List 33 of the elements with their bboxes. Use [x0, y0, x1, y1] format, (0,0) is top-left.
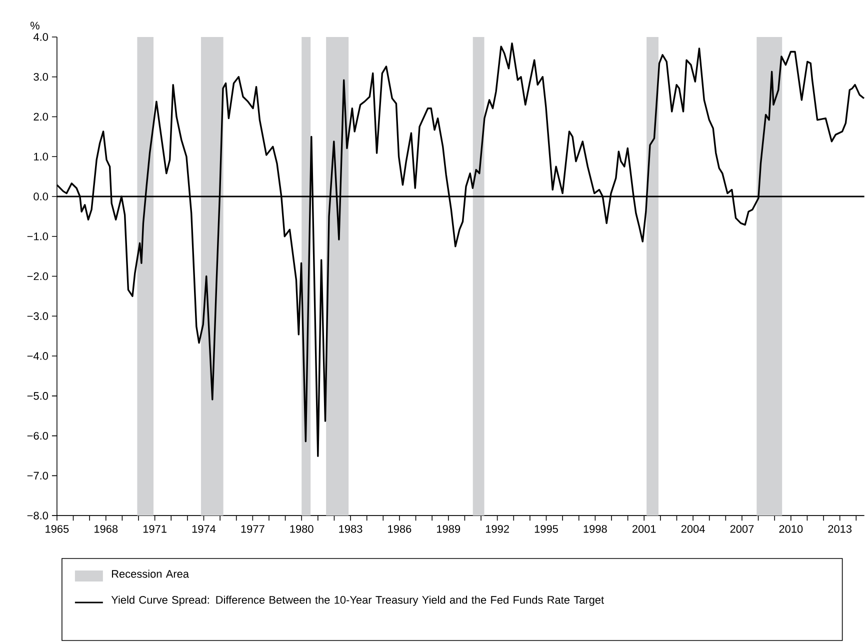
x-tick-label: 1971: [143, 524, 166, 533]
x-tick-label: 2013: [828, 524, 852, 533]
y-axis-title: %: [30, 22, 40, 30]
x-tick-label: 1968: [94, 524, 118, 533]
y-tick-label: 2.0: [34, 112, 48, 120]
y-tick-label: 4.0: [33, 32, 48, 41]
x-tick-label: 2004: [681, 524, 705, 533]
legend-label: Yield Curve Spread: Difference Between the 10-Year Treasury Yield and the Fed Funds Rate Target: [111, 595, 604, 606]
x-tick-label: 1974: [192, 524, 216, 533]
y-tick-label: −3.0: [27, 312, 48, 320]
x-tick-label: 1989: [437, 524, 460, 533]
x-tick-label: 1983: [339, 524, 362, 533]
x-tick-label: 1995: [534, 524, 558, 533]
x-tick-label: 1986: [388, 524, 412, 533]
y-tick-label: 0.0: [34, 192, 48, 200]
x-tick-label: 2007: [730, 524, 754, 533]
y-tick-label: −6.0: [27, 432, 48, 440]
y-tick-label: −8.0: [27, 511, 48, 520]
legend-label: Recession Area: [112, 569, 190, 578]
y-tick-label: −2.0: [27, 272, 48, 280]
x-tick-label: 1992: [486, 524, 509, 533]
y-tick-label: 3.0: [34, 72, 48, 80]
x-tick-label: 1977: [241, 524, 264, 533]
y-tick-label: −1.0: [27, 232, 48, 240]
y-tick-label: −4.0: [27, 352, 48, 360]
y-tick-label: −7.0: [27, 472, 48, 480]
x-tick-label: 1980: [290, 524, 314, 533]
y-tick-label: 1.0: [34, 152, 48, 160]
x-tick-label: 2010: [779, 524, 803, 533]
x-tick-label: 1998: [584, 524, 607, 533]
x-tick-label: 2001: [632, 524, 656, 533]
y-tick-label: −5.0: [27, 392, 48, 400]
x-tick-label: 1965: [46, 524, 69, 533]
